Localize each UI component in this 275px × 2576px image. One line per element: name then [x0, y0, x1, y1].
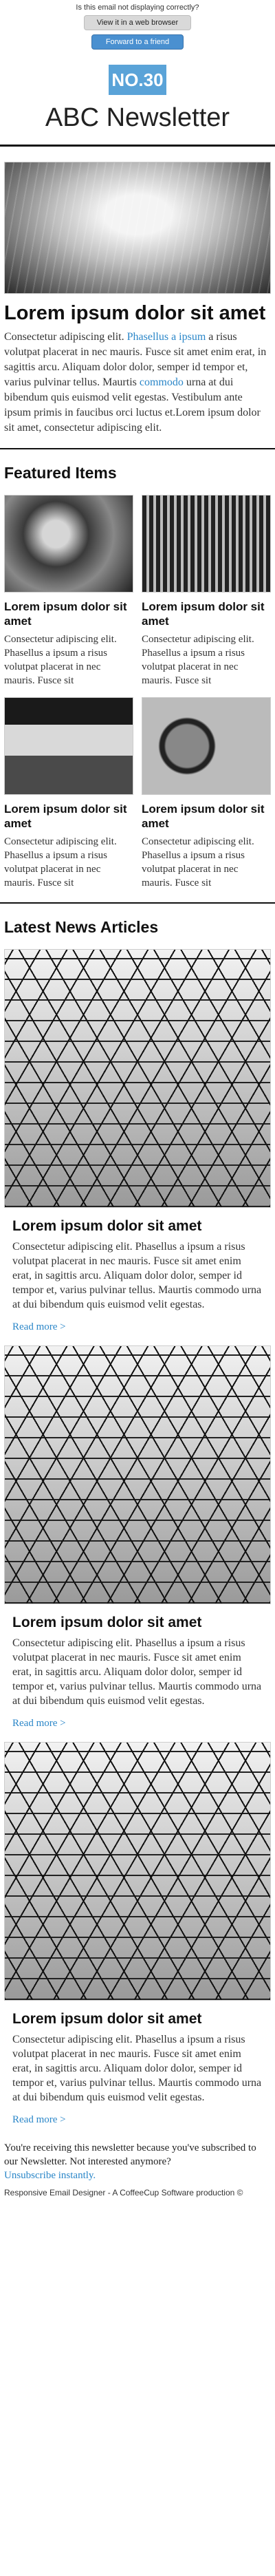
divider — [0, 448, 275, 449]
featured-item-title: Lorem ipsum dolor sit amet — [142, 600, 265, 628]
article-text: Consectetur adipiscing elit. Phasellus a… — [12, 2034, 262, 2103]
lead-heading: Lorem ipsum dolor sit amet — [4, 302, 266, 324]
article-image — [4, 949, 271, 1208]
read-more-link[interactable]: Read more > — [12, 2114, 66, 2125]
featured-image — [4, 495, 133, 593]
lead-paragraph: Consectetur adipiscing elit. Phasellus a… — [4, 330, 271, 436]
lead-text-end: urna at dui bibendum quis euismod velit … — [4, 376, 261, 434]
preheader: Is this email not displaying correctly? … — [0, 0, 275, 50]
newsletter-title: ABC Newsletter — [45, 103, 230, 132]
divider — [0, 145, 275, 147]
footer-credit: Responsive Email Designer - A CoffeeCup … — [4, 2188, 243, 2197]
featured-grid: Lorem ipsum dolor sit amet Consectetur a… — [0, 495, 275, 890]
display-notice: Is this email not displaying correctly? — [76, 3, 199, 12]
forward-to-friend-button[interactable]: Forward to a friend — [91, 34, 184, 50]
featured-item: Lorem ipsum dolor sit amet Consectetur a… — [4, 697, 133, 890]
featured-item-title: Lorem ipsum dolor sit amet — [4, 600, 127, 628]
news-heading: Latest News Articles — [4, 918, 159, 936]
news-article: Lorem ipsum dolor sit amet Consectetur a… — [0, 949, 275, 1333]
read-more-link[interactable]: Read more > — [12, 1321, 66, 1332]
article-title: Lorem ipsum dolor sit amet — [12, 1615, 202, 1630]
article-title: Lorem ipsum dolor sit amet — [12, 1218, 202, 1234]
issue-badge: NO.30 — [109, 65, 166, 95]
featured-item: Lorem ipsum dolor sit amet Consectetur a… — [142, 697, 271, 890]
featured-item-text: Consectetur adipiscing elit. Phasellus a… — [142, 634, 254, 686]
featured-image — [142, 495, 271, 593]
featured-item: Lorem ipsum dolor sit amet Consectetur a… — [142, 495, 271, 688]
inline-link-commodo[interactable]: commodo — [139, 376, 184, 388]
featured-heading: Featured Items — [4, 464, 117, 482]
article-text: Consectetur adipiscing elit. Phasellus a… — [12, 1241, 262, 1310]
news-article: Lorem ipsum dolor sit amet Consectetur a… — [0, 1742, 275, 2126]
featured-item: Lorem ipsum dolor sit amet Consectetur a… — [4, 495, 133, 688]
inline-link-phasellus[interactable]: Phasellus a ipsum — [126, 331, 206, 343]
footer-text: You're receiving this newsletter because… — [4, 2141, 271, 2182]
article-title: Lorem ipsum dolor sit amet — [12, 2011, 202, 2027]
divider — [0, 902, 275, 904]
lead-text-start: Consectetur adipiscing elit. — [4, 331, 127, 343]
featured-image — [4, 697, 133, 795]
read-more-link[interactable]: Read more > — [12, 1718, 66, 1729]
unsubscribe-link[interactable]: Unsubscribe instantly. — [4, 2170, 96, 2181]
article-image — [4, 1345, 271, 1604]
article-image — [4, 1742, 271, 2001]
featured-image — [142, 697, 271, 795]
featured-item-title: Lorem ipsum dolor sit amet — [142, 802, 265, 830]
footer: You're receiving this newsletter because… — [0, 2141, 275, 2182]
article-text: Consectetur adipiscing elit. Phasellus a… — [12, 1637, 262, 1707]
lead-text-middle: a risus volutpat placerat in nec mauris.… — [4, 331, 267, 388]
hero-image — [4, 162, 271, 294]
featured-item-title: Lorem ipsum dolor sit amet — [4, 802, 127, 830]
view-in-browser-button[interactable]: View it in a web browser — [84, 15, 191, 30]
featured-item-text: Consectetur adipiscing elit. Phasellus a… — [4, 836, 117, 888]
featured-item-text: Consectetur adipiscing elit. Phasellus a… — [4, 634, 117, 686]
featured-item-text: Consectetur adipiscing elit. Phasellus a… — [142, 836, 254, 888]
news-article: Lorem ipsum dolor sit amet Consectetur a… — [0, 1345, 275, 1729]
subscription-notice: You're receiving this newsletter because… — [4, 2142, 256, 2167]
